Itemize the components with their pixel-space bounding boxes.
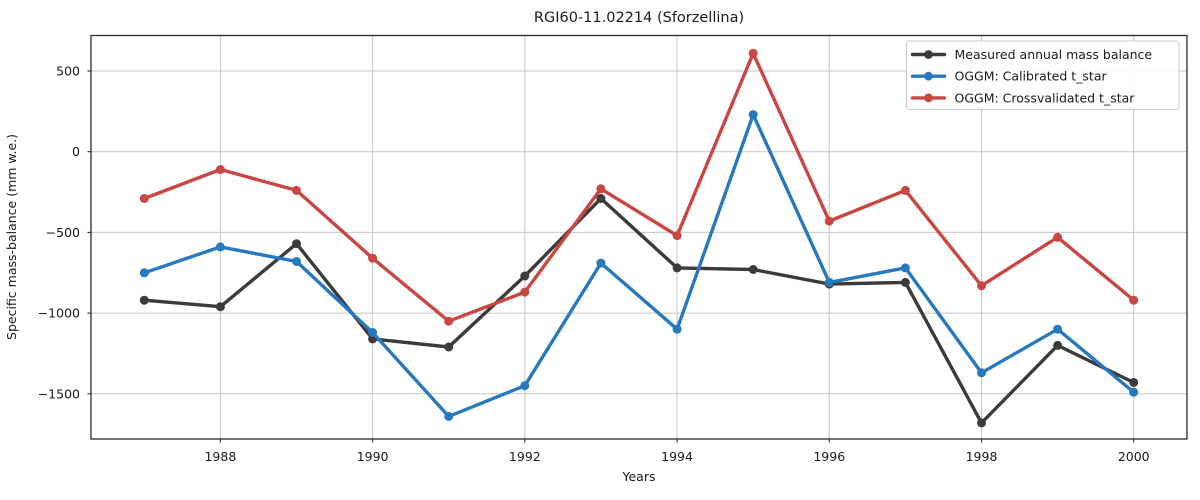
series-marker-oggm-calibrated-t-star — [596, 258, 606, 268]
series-marker-oggm-crossvalidated-t-star — [292, 185, 301, 195]
series-marker-oggm-crossvalidated-t-star — [672, 231, 682, 241]
series-marker-oggm-crossvalidated-t-star — [520, 287, 530, 297]
x-tick-label: 1992 — [509, 449, 541, 464]
y-tick-label: −1000 — [38, 306, 80, 321]
series-marker-oggm-calibrated-t-star — [292, 257, 301, 266]
series-marker-oggm-calibrated-t-star — [900, 263, 910, 273]
series-marker-oggm-calibrated-t-star — [1129, 387, 1139, 397]
series-marker-oggm-calibrated-t-star — [824, 277, 834, 287]
series-marker-oggm-crossvalidated-t-star — [139, 194, 149, 203]
series-marker-oggm-crossvalidated-t-star — [748, 48, 758, 58]
x-tick-label: 1988 — [204, 449, 236, 464]
series-marker-oggm-calibrated-t-star — [672, 324, 682, 334]
legend-marker-oggm-crossvalidated-t-star — [924, 93, 933, 103]
y-tick-label: −1500 — [38, 386, 80, 401]
series-marker-oggm-calibrated-t-star — [444, 411, 454, 421]
series-marker-oggm-calibrated-t-star — [139, 268, 149, 278]
series-marker-oggm-crossvalidated-t-star — [1053, 232, 1063, 242]
series-line-oggm-calibrated-t-star — [142, 112, 1136, 419]
series-marker-oggm-calibrated-t-star — [977, 368, 986, 378]
y-tick-label: 500 — [56, 64, 80, 79]
series-marker-measured-annual-mass-balance — [596, 194, 606, 203]
series-marker-oggm-crossvalidated-t-star — [215, 165, 225, 174]
y-tick-label: 0 — [72, 144, 80, 159]
series-marker-measured-annual-mass-balance — [444, 342, 454, 352]
x-tick-label: 2000 — [1118, 449, 1150, 464]
series-marker-measured-annual-mass-balance — [748, 265, 758, 274]
legend-box — [906, 40, 1180, 110]
legend-label-measured-annual-mass-balance: Measured annual mass balance — [955, 47, 1153, 62]
series-marker-oggm-crossvalidated-t-star — [596, 184, 606, 194]
series-marker-oggm-crossvalidated-t-star — [900, 185, 910, 195]
series-marker-oggm-calibrated-t-star — [1053, 324, 1063, 334]
series-marker-measured-annual-mass-balance — [292, 239, 301, 249]
x-tick-label: 1998 — [966, 449, 998, 464]
series-marker-measured-annual-mass-balance — [215, 302, 225, 312]
series-marker-measured-annual-mass-balance — [520, 271, 530, 281]
x-tick-label: 1996 — [813, 449, 845, 464]
y-axis-label: Specific mass-balance (mm w.e.) — [4, 134, 19, 340]
chart-title: RGI60-11.02214 (Sforzellina) — [534, 10, 744, 26]
series-line-measured-annual-mass-balance — [142, 196, 1136, 425]
axes-frame — [90, 34, 1188, 440]
series-marker-measured-annual-mass-balance — [977, 418, 986, 428]
series-marker-oggm-crossvalidated-t-star — [977, 281, 986, 291]
legend-marker-oggm-calibrated-t-star — [924, 71, 933, 81]
x-tick-label: 1990 — [357, 449, 389, 464]
series-marker-oggm-calibrated-t-star — [215, 242, 225, 252]
series-marker-oggm-crossvalidated-t-star — [824, 216, 834, 226]
series-marker-oggm-calibrated-t-star — [368, 328, 378, 337]
x-axis-label: Years — [622, 469, 656, 484]
series-marker-oggm-crossvalidated-t-star — [368, 253, 378, 263]
series-marker-measured-annual-mass-balance — [672, 263, 682, 273]
series-marker-measured-annual-mass-balance — [139, 295, 149, 305]
y-tick-label: −500 — [46, 225, 80, 240]
x-tick-label: 1994 — [661, 449, 693, 464]
series-marker-measured-annual-mass-balance — [1053, 340, 1063, 350]
series-marker-oggm-calibrated-t-star — [748, 110, 758, 120]
series-marker-oggm-crossvalidated-t-star — [1129, 295, 1139, 305]
legend: Measured annual mass balance OGGM: Calibr… — [906, 40, 1180, 110]
series-marker-oggm-crossvalidated-t-star — [444, 316, 454, 326]
legend-marker-measured-annual-mass-balance — [924, 50, 933, 59]
series-marker-measured-annual-mass-balance — [900, 277, 910, 287]
legend-label-oggm-calibrated-t-star: OGGM: Calibrated t_star — [955, 69, 1108, 84]
series-marker-oggm-calibrated-t-star — [520, 381, 530, 391]
series-marker-measured-annual-mass-balance — [1129, 378, 1139, 387]
series-line-oggm-crossvalidated-t-star — [142, 51, 1136, 323]
legend-label-oggm-crossvalidated-t-star: OGGM: Crossvalidated t_star — [955, 90, 1136, 105]
